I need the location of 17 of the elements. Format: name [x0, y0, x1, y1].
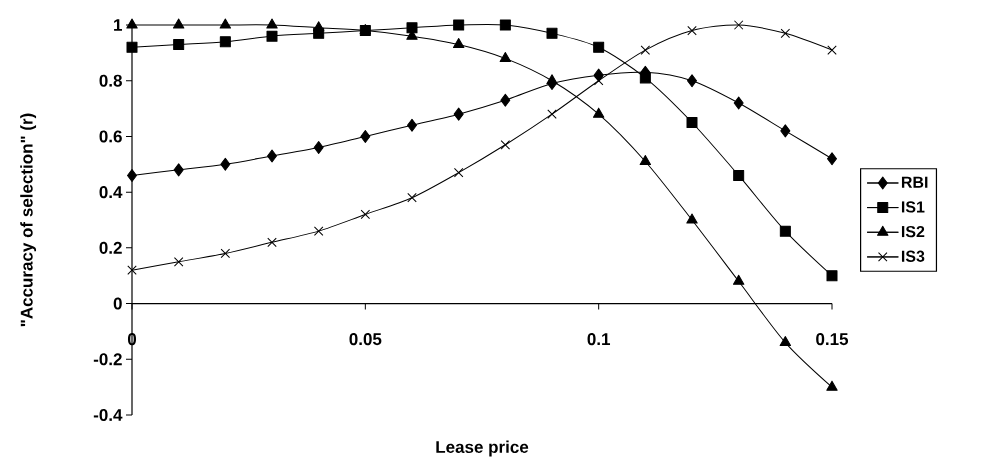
legend-label: IS3	[901, 250, 925, 262]
x-tick-label: 0.05	[349, 333, 382, 346]
y-tick-label: 0.8	[99, 74, 122, 87]
y-axis-title: "Accuracy of selection" (r)	[20, 113, 37, 327]
y-tick-label: 1	[114, 19, 122, 31]
y-tick-label: 0	[113, 297, 122, 310]
legend-label: IS1	[901, 201, 925, 213]
y-tick-label: 0.2	[99, 241, 122, 254]
legend-label: IS2	[901, 225, 925, 238]
y-tick-label: 0.4	[99, 186, 123, 199]
x-tick-label: 0.1	[587, 333, 611, 346]
y-tick-label: -0.2	[93, 353, 122, 366]
x-axis-title: Lease price	[436, 440, 529, 457]
x-tick-label: 0.15	[816, 333, 849, 346]
legend-label: RBI	[901, 176, 928, 188]
y-tick-label: -0.4	[93, 408, 123, 422]
y-tick-label: 0.6	[99, 130, 122, 143]
